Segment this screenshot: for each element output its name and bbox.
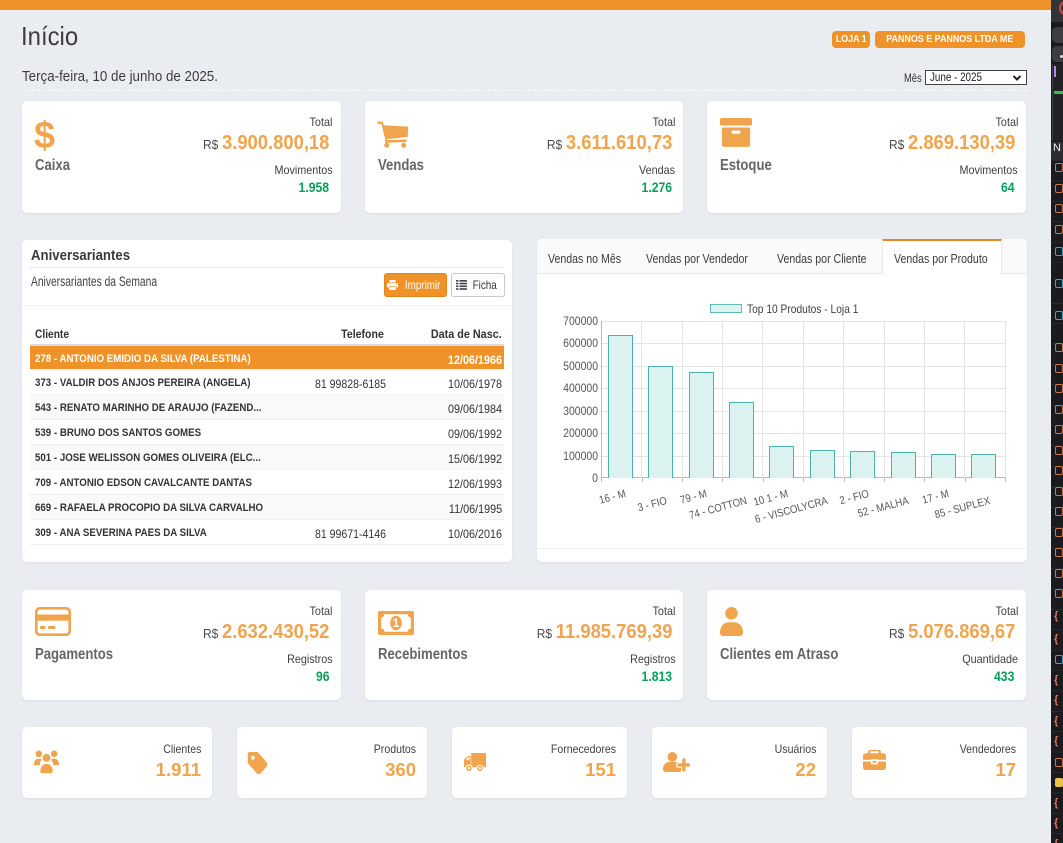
svg-text:1: 1 bbox=[392, 616, 399, 630]
